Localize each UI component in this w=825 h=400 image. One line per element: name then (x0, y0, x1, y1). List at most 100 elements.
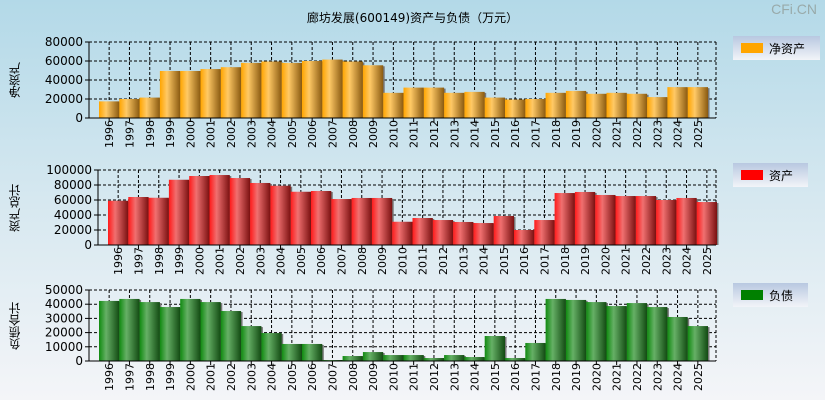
x-tick-label: 1999 (173, 247, 186, 275)
y-tick-label: 60000 (45, 54, 83, 68)
bar-2001 (200, 69, 221, 118)
bar-1998 (139, 302, 160, 361)
bar-2025 (687, 326, 708, 361)
bar-2007 (322, 59, 343, 118)
legend-assets: 资产 (733, 163, 808, 187)
bar-2009 (371, 197, 393, 245)
bar-2014 (464, 357, 485, 361)
x-tick-label: 2024 (672, 120, 685, 148)
legend-net-assets: 净资产 (733, 36, 820, 60)
bar-2025 (687, 87, 708, 118)
y-axis-title: 净资产 (8, 62, 22, 98)
bar-2013 (444, 92, 465, 118)
x-tick-label: 2003 (245, 120, 258, 148)
legend-liabilities: 负债 (733, 283, 808, 307)
x-tick-label: 2014 (469, 363, 482, 391)
legend-swatch (741, 170, 763, 180)
bar-2024 (667, 316, 688, 361)
bar-1997 (119, 99, 140, 118)
y-tick-label: 60000 (54, 193, 92, 207)
x-tick-label: 2023 (651, 363, 664, 391)
bar-2015 (493, 215, 514, 245)
bar-2020 (586, 93, 607, 118)
y-tick-label: 30000 (45, 311, 83, 325)
x-tick-label: 2000 (193, 247, 206, 275)
bar-2021 (606, 306, 627, 361)
x-tick-label: 2023 (651, 120, 664, 148)
bar-2012 (423, 87, 445, 118)
y-tick-label: 0 (75, 354, 83, 368)
x-tick-label: 2012 (437, 247, 450, 275)
bar-2017 (534, 220, 555, 245)
bar-2002 (220, 311, 242, 361)
x-tick-label: 1998 (144, 363, 157, 391)
bar-2003 (250, 182, 271, 245)
x-tick-label: 2002 (225, 120, 238, 148)
bar-2024 (667, 87, 688, 118)
bar-2010 (392, 221, 413, 245)
y-tick-label: 0 (84, 238, 92, 252)
bar-2011 (403, 87, 424, 118)
x-tick-label: 2020 (590, 363, 603, 391)
bar-2015 (484, 97, 505, 118)
x-tick-label: 1998 (153, 247, 166, 275)
x-tick-label: 2025 (692, 120, 705, 148)
bar-2004 (261, 61, 282, 118)
bar-1999 (168, 179, 190, 245)
legend-label: 净资产 (769, 41, 806, 56)
x-tick-label: 2005 (286, 363, 299, 391)
bar-2002 (220, 67, 242, 118)
bar-2000 (189, 176, 210, 245)
bar-2016 (505, 99, 526, 118)
x-tick-label: 2009 (367, 120, 380, 148)
legend-label: 负债 (769, 288, 794, 303)
x-tick-label: 2005 (286, 120, 299, 148)
bar-2023 (647, 97, 668, 118)
x-tick-label: 2013 (448, 363, 461, 391)
bar-2018 (554, 193, 575, 245)
x-tick-label: 2021 (620, 247, 633, 275)
x-tick-label: 2003 (254, 247, 267, 275)
x-tick-label: 2020 (599, 247, 612, 275)
x-tick-label: 2022 (631, 120, 644, 148)
x-tick-label: 2015 (489, 120, 502, 148)
x-tick-label: 2012 (428, 363, 441, 391)
bar-2000 (180, 70, 201, 118)
bar-2018 (545, 92, 566, 118)
bar-2023 (656, 200, 677, 245)
x-tick-label: 2007 (335, 247, 348, 275)
bar-2014 (473, 223, 494, 245)
bar-2019 (565, 299, 587, 361)
bar-2023 (647, 307, 668, 361)
y-tick-label: 80000 (45, 35, 83, 49)
bar-2000 (180, 298, 201, 361)
x-tick-label: 1999 (164, 363, 177, 391)
bar-1998 (139, 97, 160, 118)
x-tick-label: 2015 (489, 363, 502, 391)
x-tick-label: 2017 (529, 363, 542, 391)
bar-2004 (261, 333, 282, 361)
bar-1997 (128, 197, 149, 245)
x-tick-label: 2016 (509, 363, 522, 391)
bar-2016 (514, 230, 535, 245)
x-tick-label: 2024 (681, 247, 694, 275)
bar-2020 (586, 302, 607, 361)
y-tick-label: 40000 (45, 297, 83, 311)
y-tick-label: 100000 (46, 163, 92, 177)
x-tick-label: 2021 (611, 363, 624, 391)
bar-2017 (525, 99, 546, 118)
bar-1996 (108, 200, 129, 245)
x-tick-label: 2018 (559, 247, 572, 275)
x-tick-label: 2014 (478, 247, 491, 275)
chart-0: 0 20000 40000 60000 80000 1996 1997 1998 1999 200… (45, 35, 717, 148)
bar-2015 (484, 336, 505, 361)
bar-2002 (229, 178, 251, 245)
bar-2009 (362, 352, 384, 361)
x-tick-label: 2020 (590, 120, 603, 148)
bar-2017 (525, 342, 546, 361)
x-tick-label: 2017 (538, 247, 551, 275)
bar-2020 (595, 194, 616, 245)
x-tick-label: 2021 (611, 120, 624, 148)
